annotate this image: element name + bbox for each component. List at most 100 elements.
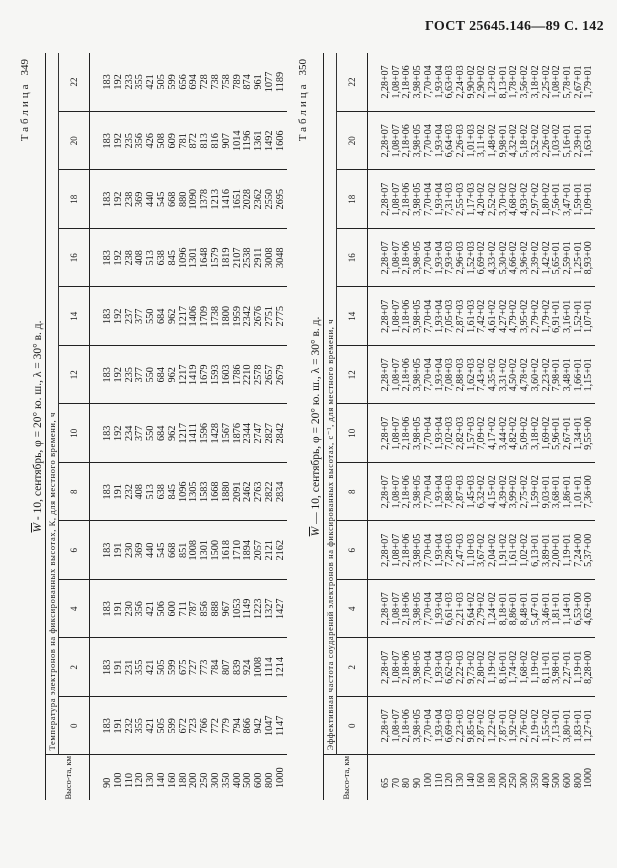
table-title: W - 10, сентябрь, φ = 20° ю. ш., λ = 30°…: [32, 53, 45, 800]
table-number: 349: [19, 59, 31, 76]
value-cell: 7,70+04: [423, 170, 435, 229]
value-cell: 192: [113, 287, 125, 346]
value-cell: 7,70+04: [423, 404, 435, 463]
height-cell: 100: [422, 773, 434, 788]
table-label: Таблица 349: [18, 53, 32, 800]
time-column-header: 18: [336, 170, 368, 229]
spacer-row: [89, 52, 103, 800]
height-cell: 350: [220, 772, 232, 788]
value-cell: 845: [167, 462, 179, 521]
value-cell: 1214: [275, 638, 287, 697]
value-cell: 2834: [275, 462, 287, 521]
value-cell: 2,97+02: [530, 170, 542, 229]
table-350-block: Таблица350 W — 10, сентябрь, φ = 20° ю. ш…: [296, 52, 596, 800]
value-cell: 6,13+01: [530, 521, 542, 580]
value-cell: 807: [221, 638, 233, 697]
value-cell: 5,37+00: [583, 521, 596, 580]
table-label: Таблица 350: [296, 53, 310, 800]
value-cell: 2,79+02: [530, 287, 542, 346]
value-cell: 668: [167, 170, 179, 229]
value-cell: 1,63+01: [583, 111, 596, 170]
value-cell: 8,28+00: [583, 638, 596, 697]
value-cell: 907: [221, 111, 233, 170]
value-cell: 758: [221, 52, 233, 112]
value-cell: 9,55+00: [583, 404, 596, 463]
value-cell: 2162: [275, 521, 287, 580]
time-column-header: 12: [336, 345, 368, 404]
table-349-block: Таблица349 W - 10, сентябрь, φ = 20° ю. ш…: [18, 52, 287, 800]
caption-row: Высо-та, км Эффективная частота соударени…: [323, 52, 368, 800]
table-row: 350 779 807 967 1618 1880 1567 1603 1800 1819 1416…: [220, 52, 233, 800]
value-cell: 191: [113, 521, 125, 580]
value-cell: 599: [167, 52, 179, 112]
time-column-header: 14: [58, 287, 90, 346]
time-column-header: 18: [58, 170, 90, 229]
solar-activity-symbol: W: [310, 526, 322, 537]
value-cell: 1,79+01: [583, 52, 596, 112]
time-column-header: 2: [336, 638, 368, 697]
value-cell: 600: [167, 579, 179, 638]
table-row: 100 7,70+04 7,70+04 7,70+04 7,70+04 7,70+04 7,…: [422, 52, 435, 800]
value-cell: 1603: [221, 345, 233, 404]
height-cell: 1000: [583, 768, 595, 788]
value-cell: 967: [221, 579, 233, 638]
table-row: 1000 1,27+01 8,28+00 4,62+00 5,37+00 7,36+00 9…: [583, 52, 596, 800]
table-row: 160 599 599 600 668 845 962 962 962 845 668 609 599: [167, 52, 179, 800]
time-column-header: 16: [58, 228, 90, 287]
value-cell: 609: [167, 111, 179, 170]
value-cell: 1800: [221, 287, 233, 346]
height-column-header: Высо-та, км: [323, 755, 368, 800]
data-table: Высо-та, км Температура электронов на фик…: [45, 52, 287, 800]
time-column-header: 0: [336, 696, 368, 755]
time-column-header: 6: [336, 521, 368, 580]
spacer-row: [367, 52, 381, 800]
value-cell: 2695: [275, 170, 287, 229]
value-cell: 1,15+01: [583, 345, 596, 404]
time-column-header: 6: [58, 521, 90, 580]
height-column-header: Высо-та, км: [45, 755, 90, 800]
value-cell: 2679: [275, 345, 287, 404]
table-row: 100 191 191 191 191 191 192 192 192 192 192 192 192: [113, 52, 125, 800]
time-column-header: 16: [336, 228, 368, 287]
page-header: ГОСТ 25645.146—89 С. 142: [425, 19, 604, 34]
value-cell: 191: [113, 462, 125, 521]
value-cell: 1,07+01: [583, 287, 596, 346]
value-cell: 1,27+01: [583, 696, 596, 755]
value-cell: 7,70+04: [423, 638, 435, 697]
value-cell: 192: [113, 345, 125, 404]
value-cell: 962: [167, 287, 179, 346]
table-number: 350: [297, 59, 309, 76]
table-conditions: — 10, сентябрь, φ = 20° ю. ш., λ = 30° в…: [310, 316, 322, 527]
value-cell: 3048: [275, 228, 287, 287]
value-cell: 1567: [221, 404, 233, 463]
time-column-header: 4: [336, 579, 368, 638]
solar-activity-symbol: W: [32, 522, 44, 533]
value-cell: 7,70+04: [423, 696, 435, 755]
value-cell: 1416: [221, 170, 233, 229]
height-cell: 1000: [274, 767, 286, 788]
value-cell: 191: [113, 696, 125, 755]
height-cell: 350: [529, 773, 541, 788]
value-cell: 2775: [275, 287, 287, 346]
value-cell: 7,70+04: [423, 521, 435, 580]
value-cell: 192: [113, 228, 125, 287]
value-cell: 599: [167, 696, 179, 755]
value-cell: 192: [113, 52, 125, 112]
value-cell: 2,19+02: [530, 696, 542, 755]
value-cell: 962: [167, 404, 179, 463]
value-cell: 599: [167, 638, 179, 697]
value-cell: 2842: [275, 404, 287, 463]
value-cell: 191: [113, 579, 125, 638]
value-cell: 1,19+02: [530, 638, 542, 697]
time-column-header: 20: [336, 111, 368, 170]
value-cell: 1606: [275, 111, 287, 170]
value-cell: 3,60+02: [530, 345, 542, 404]
value-cell: 4,62+00: [583, 579, 596, 638]
caption-row: Высо-та, км Температура электронов на фик…: [45, 52, 90, 800]
value-cell: 3,18+02: [530, 404, 542, 463]
value-cell: 1880: [221, 462, 233, 521]
value-cell: 192: [113, 404, 125, 463]
value-cell: 1189: [275, 52, 287, 112]
value-cell: 668: [167, 521, 179, 580]
time-column-header: 20: [58, 111, 90, 170]
